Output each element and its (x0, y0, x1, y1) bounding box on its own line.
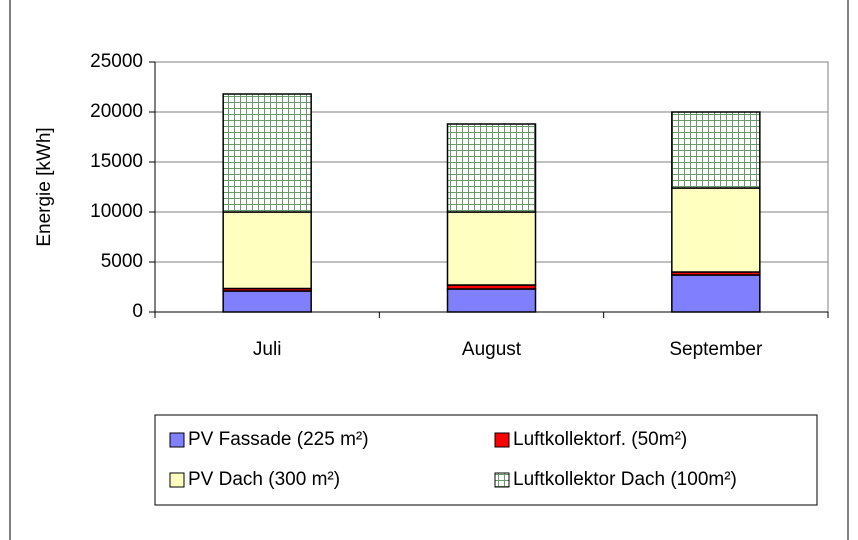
legend-swatch (494, 432, 510, 448)
bar-segment (446, 123, 537, 213)
legend-box (154, 414, 818, 506)
legend-swatch (169, 432, 185, 448)
y-tick-label: 10000 (90, 201, 143, 222)
bar-segment (222, 93, 312, 213)
bar-segment (671, 111, 761, 189)
y-tick-label: 5000 (101, 251, 143, 272)
y-tick-label: 25000 (90, 51, 143, 72)
y-tick-label: 0 (132, 301, 143, 322)
legend-swatch (169, 472, 185, 488)
legend-label: Luftkollektor Dach (100m²) (513, 469, 737, 490)
x-tick-label: August (462, 339, 522, 360)
bar-segment (446, 288, 537, 313)
y-tick-label: 15000 (90, 151, 143, 172)
bar-segment (671, 187, 761, 273)
bar-segment (446, 211, 537, 286)
y-tick-label: 20000 (90, 101, 143, 122)
legend-swatch (494, 472, 510, 488)
legend-label: PV Dach (300 m²) (188, 469, 340, 490)
x-tick-label: Juli (253, 339, 282, 360)
bar-segment (671, 274, 761, 313)
y-axis-label: Energie [kWh] (34, 127, 55, 246)
legend-label: PV Fassade (225 m²) (188, 429, 369, 450)
bar-segment (222, 211, 312, 290)
bar-segment (222, 290, 312, 313)
legend-label: Luftkollektorf. (50m²) (513, 429, 687, 450)
x-tick-label: September (669, 339, 763, 360)
